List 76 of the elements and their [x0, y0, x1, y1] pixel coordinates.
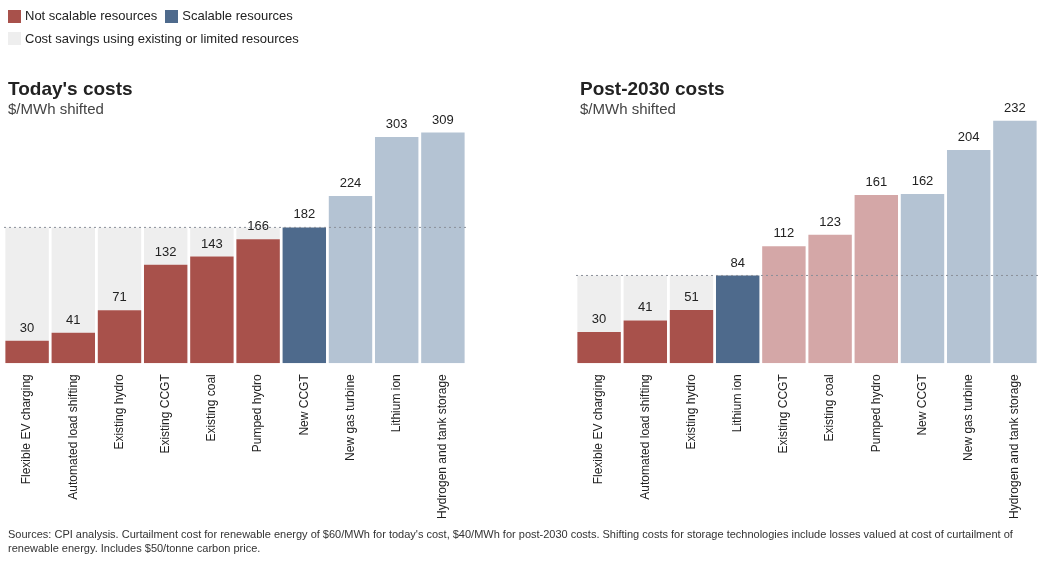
x-tick-label: Lithium ion: [730, 374, 745, 433]
bar: [190, 256, 234, 364]
legend-label: Scalable resources: [182, 7, 293, 25]
data-label: 41: [66, 311, 81, 327]
bar: [577, 275, 621, 332]
x-tick-label: New gas turbine: [342, 373, 357, 461]
legend-label: Not scalable resources: [25, 7, 158, 25]
bar: [854, 195, 899, 364]
x-tick-label: Existing coal: [822, 374, 837, 442]
bar: [808, 234, 852, 364]
data-label: 232: [1004, 99, 1026, 115]
data-label: 166: [247, 218, 269, 234]
x-tick-label: New gas turbine: [961, 373, 976, 461]
bar: [97, 310, 142, 364]
bar: [623, 320, 668, 364]
bar: [5, 340, 49, 364]
bar: [421, 132, 465, 364]
bar: [190, 227, 234, 257]
x-tick-label: Flexible EV charging: [19, 374, 34, 485]
chart-subtitle: $/MWh shifted: [580, 100, 676, 117]
chart-subtitle: $/MWh shifted: [8, 100, 104, 117]
bar: [762, 246, 806, 364]
bar: [900, 193, 945, 364]
bar: [143, 227, 188, 265]
data-label: 30: [591, 310, 607, 326]
x-tick-label: Existing CCGT: [158, 373, 173, 454]
chart-title: Post-2030 costs: [580, 78, 725, 100]
x-tick-label: Hydrogen and tank storage: [435, 373, 450, 519]
bar: [51, 332, 96, 364]
data-label: 30: [19, 319, 35, 335]
data-label: 41: [638, 299, 653, 315]
data-label: 71: [112, 289, 127, 305]
data-label: 309: [432, 111, 454, 127]
x-tick-label: Existing hydro: [683, 373, 698, 450]
bar: [946, 150, 991, 364]
bar: [715, 275, 760, 364]
chart-title: Today's costs: [8, 78, 133, 100]
data-label: 112: [773, 225, 795, 241]
x-tick-label: Hydrogen and tank storage: [1007, 373, 1022, 519]
data-label: 132: [154, 243, 177, 259]
bar: [51, 227, 96, 333]
x-tick-label: Pumped hydro: [250, 373, 265, 453]
bar: [282, 227, 327, 364]
data-label: 182: [293, 206, 316, 222]
data-label: 123: [819, 213, 841, 229]
legend-label: Cost savings using existing or limited resources: [25, 29, 299, 48]
bar: [623, 275, 668, 321]
x-tick-label: Pumped hydro: [868, 373, 883, 453]
x-tick-label: New CCGT: [296, 373, 311, 436]
x-tick-label: Existing hydro: [111, 373, 126, 450]
bar: [328, 196, 373, 364]
data-label: 204: [957, 129, 980, 145]
source-note: Sources: CPI analysis. Curtailment cost for renewable energy of $60/MWh for today's cost, $40/MWh for post-2030 costs. Shifting costs for storage technologies include losses valued at cost of curtailment of renewable energy. Includes $50/tonne carbon price.: [8, 527, 1014, 555]
x-tick-label: Existing CCGT: [776, 373, 791, 454]
data-label: 143: [201, 235, 223, 251]
bar: [5, 227, 49, 341]
bar: [669, 275, 714, 310]
bar: [577, 331, 621, 364]
x-tick-label: Automated load shifting: [65, 374, 80, 500]
data-label: 162: [911, 173, 934, 189]
data-label: 84: [730, 254, 745, 270]
data-label: 51: [684, 289, 699, 305]
x-tick-label: Lithium ion: [389, 374, 404, 433]
bar: [993, 120, 1037, 364]
x-tick-label: Automated load shifting: [637, 374, 652, 500]
bar: [143, 264, 188, 364]
data-label: 303: [385, 116, 408, 132]
data-label: 224: [339, 175, 362, 191]
x-tick-label: Flexible EV charging: [591, 374, 606, 485]
x-tick-label: New CCGT: [914, 373, 929, 436]
bar: [236, 239, 280, 364]
data-label: 161: [865, 174, 888, 190]
bar: [97, 227, 142, 311]
x-tick-label: Existing coal: [204, 374, 219, 442]
bar: [669, 309, 714, 364]
bar: [374, 137, 419, 364]
